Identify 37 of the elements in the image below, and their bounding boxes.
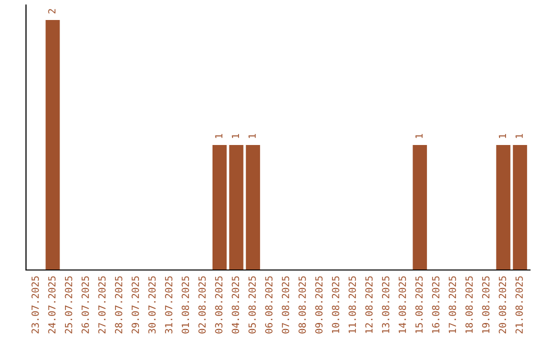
x-tick-label: 24.07.2025 [48,276,56,334]
x-tick-label: 09.08.2025 [315,276,323,334]
x-tick-label: 26.07.2025 [82,276,89,334]
data-label: 1 [516,134,523,138]
x-tick-label: 20.08.2025 [498,276,506,334]
data-label: 1 [498,134,506,138]
x-tick-label: 06.08.2025 [265,276,272,334]
x-tick-label: 13.08.2025 [382,276,390,333]
x-tick-label: 07.08.2025 [282,276,290,334]
data-label: 1 [232,134,239,138]
x-tick-label: 25.07.2025 [64,276,72,334]
x-tick-label: 01.08.2025 [182,276,190,334]
x-tick-label: 27.07.2025 [98,276,106,334]
x-tick-label: 28.07.2025 [114,276,122,334]
x-tick-label: 30.07.2025 [148,276,156,334]
data-label: 2 [48,9,56,14]
x-tick-label: 18.08.2025 [465,276,473,333]
x-tick-label: 14.08.2025 [398,276,406,333]
x-tick-label: 11.08.2025 [348,276,356,333]
x-tick-label: 12.08.2025 [365,276,373,333]
x-tick-label: 04.08.2025 [232,276,240,334]
x-tick-label: 08.08.2025 [298,276,306,334]
x-tick-label: 16.08.2025 [432,276,440,333]
x-tick-label: 23.07.2025 [32,276,39,334]
x-tick-label: 17.08.2025 [448,276,456,333]
x-tick-label: 03.08.2025 [215,276,222,334]
data-label: 1 [248,134,256,138]
x-tick-label: 21.08.2025 [515,276,523,334]
x-tick-label: 02.08.2025 [198,276,206,334]
data-label: 1 [215,134,222,138]
x-tick-label: 15.08.2025 [415,276,423,333]
x-tick-label: 05.08.2025 [248,276,256,334]
x-tick-label: 19.08.2025 [482,276,490,333]
x-tick-label: 31.07.2025 [165,276,172,334]
data-label: 1 [415,134,423,138]
x-tick-label: 10.08.2025 [332,276,340,333]
x-tick-label: 29.07.2025 [132,276,139,334]
